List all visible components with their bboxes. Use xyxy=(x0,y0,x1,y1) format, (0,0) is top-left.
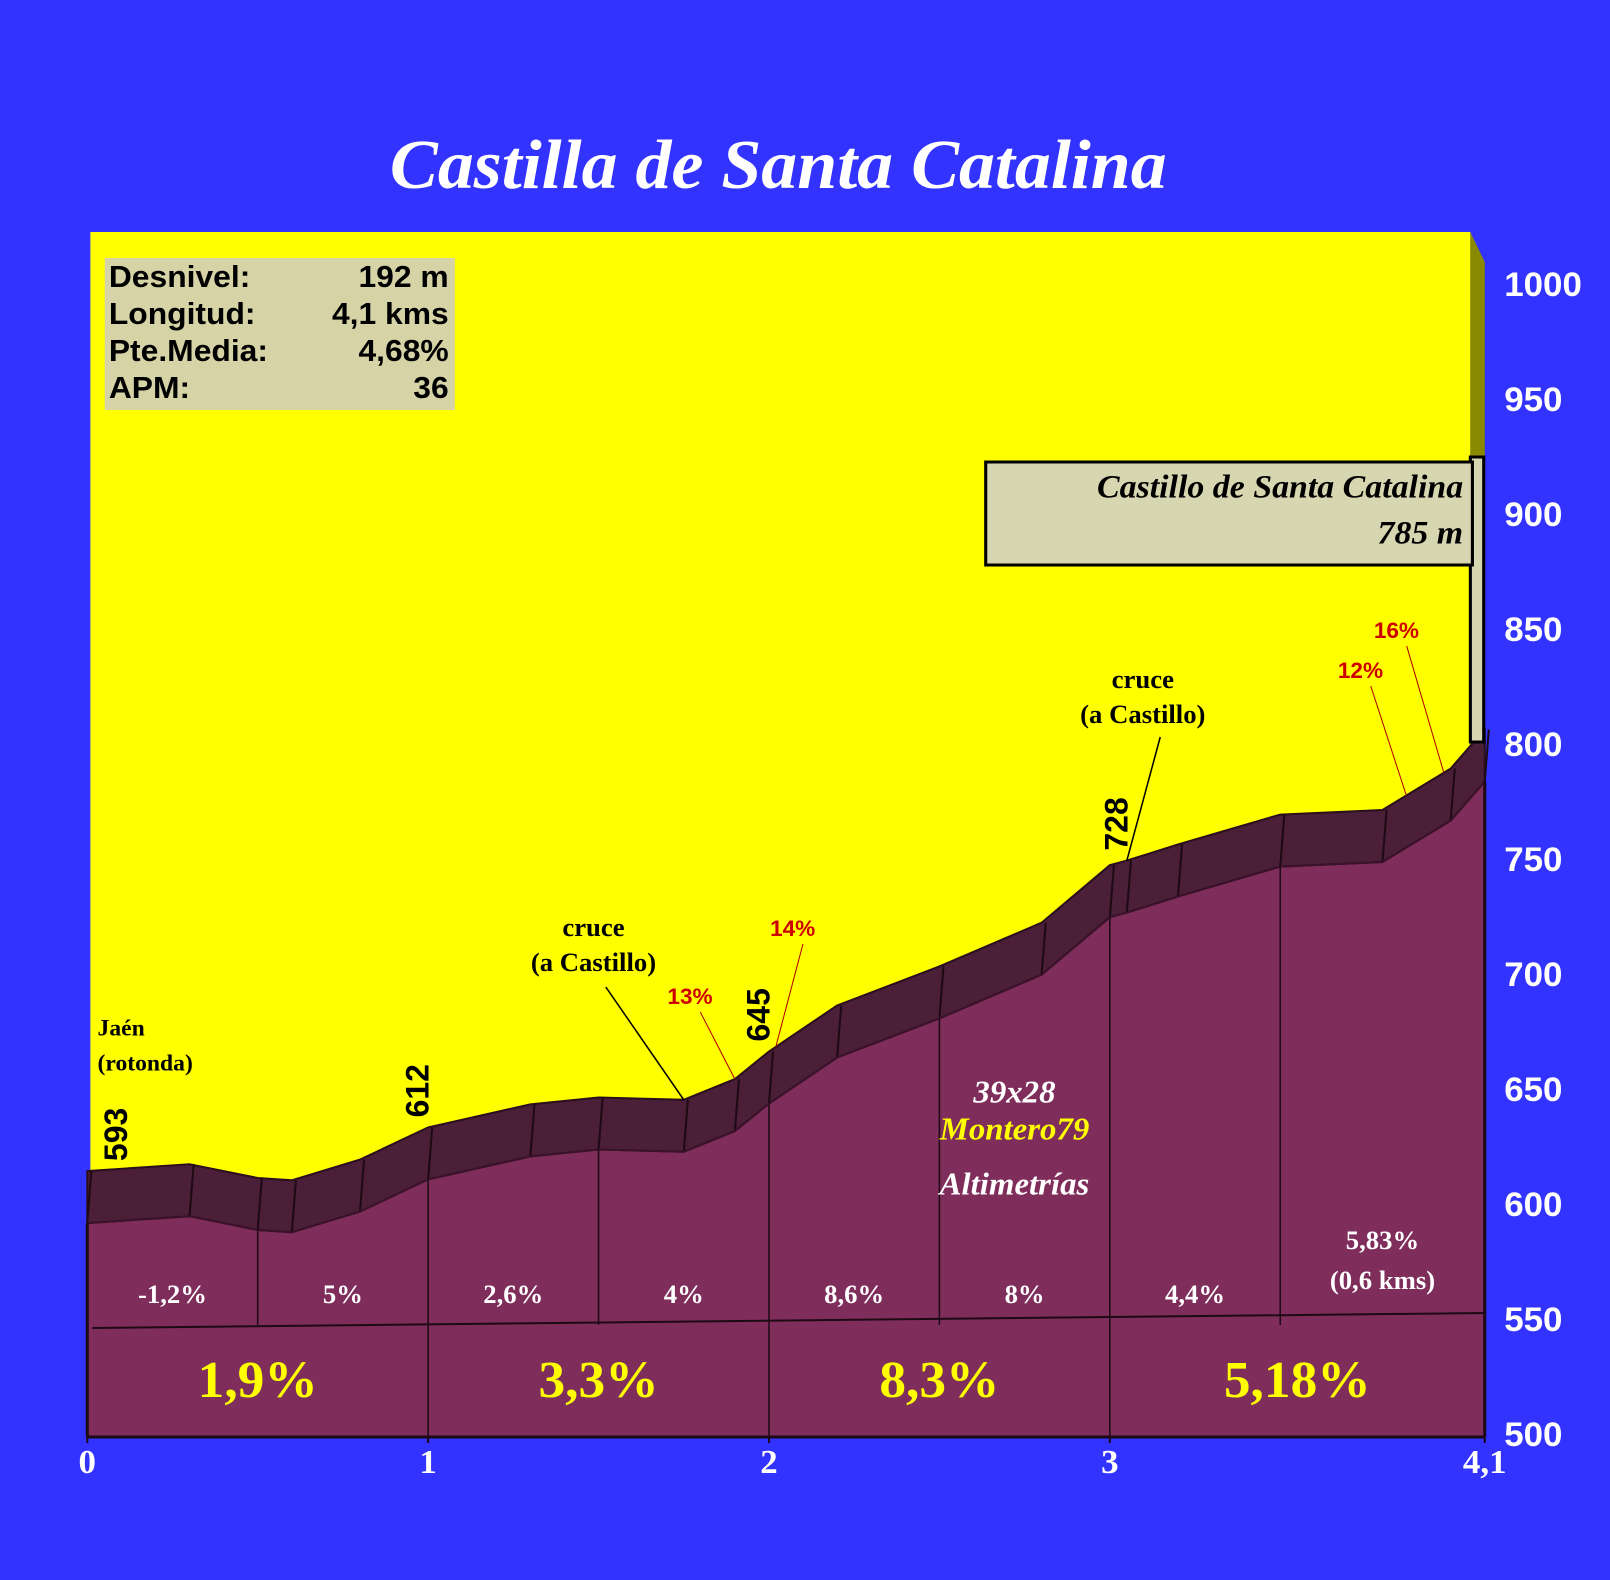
stat-value: 36 xyxy=(413,371,448,406)
profile-area xyxy=(87,781,1485,1437)
km-gradient: 1,9% xyxy=(198,1352,318,1409)
elevation-label: 612 xyxy=(399,1064,435,1117)
y-tick-label: 1000 xyxy=(1504,266,1582,303)
y-tick-label: 850 xyxy=(1504,611,1562,648)
km-gradient: 8,3% xyxy=(879,1352,999,1409)
band-tick xyxy=(1040,922,1047,975)
segment-gradient: 5% xyxy=(323,1280,363,1309)
chart-title: Castilla de Santa Catalina xyxy=(390,127,1167,204)
band-tick xyxy=(836,1005,843,1058)
x-tick-label: 4,1 xyxy=(1463,1443,1507,1480)
watermark: Altimetrías xyxy=(938,1167,1090,1203)
band-tick xyxy=(682,1099,689,1152)
split-line xyxy=(92,1312,1485,1329)
band-tick xyxy=(188,1164,195,1217)
y-tick-label: 950 xyxy=(1504,381,1562,418)
y-tick-label: 550 xyxy=(1504,1301,1562,1338)
place-leader xyxy=(605,986,685,1101)
segment-gradient: 2,6% xyxy=(483,1280,543,1309)
place-label: (rotonda) xyxy=(98,1051,193,1077)
band-tick xyxy=(733,1079,741,1132)
y-tick-label: 650 xyxy=(1504,1071,1562,1108)
band-tick xyxy=(256,1177,263,1231)
place-label: cruce xyxy=(1112,665,1175,694)
steep-label: 12% xyxy=(1338,658,1383,683)
km-gradient: 3,3% xyxy=(538,1352,658,1409)
band-tick xyxy=(1125,860,1132,913)
watermark: 39x28 xyxy=(972,1075,1055,1111)
band-tick xyxy=(597,1097,604,1150)
steep-label: 16% xyxy=(1374,618,1419,643)
x-tick-label: 3 xyxy=(1101,1443,1118,1480)
stat-value: 4,68% xyxy=(358,334,448,369)
elevation-label: 593 xyxy=(97,1108,133,1161)
steep-label: 13% xyxy=(667,984,712,1009)
y-tick-label: 600 xyxy=(1504,1186,1562,1223)
band-tick xyxy=(427,1127,434,1180)
band-tick xyxy=(358,1159,366,1212)
band-tick xyxy=(1176,844,1184,897)
segment-gradient: 8,6% xyxy=(824,1280,884,1309)
steep-label: 14% xyxy=(770,916,815,941)
band-tick xyxy=(529,1104,536,1157)
band-tick xyxy=(1449,768,1456,821)
x-tick-label: 1 xyxy=(419,1443,436,1480)
steep-leader xyxy=(1406,645,1445,773)
y-tick-label: 700 xyxy=(1504,956,1562,993)
stat-label: Longitud: xyxy=(109,297,256,332)
band-tick xyxy=(767,1051,775,1104)
x-tick-label: 2 xyxy=(760,1443,777,1480)
stat-label: APM: xyxy=(109,371,190,406)
x-tick-label: 0 xyxy=(79,1443,96,1480)
steep-leader xyxy=(699,1011,736,1080)
steep-leader xyxy=(1370,685,1407,796)
y-tick-label: 800 xyxy=(1504,726,1562,763)
band-tick xyxy=(1108,865,1115,918)
y-tick-label: 500 xyxy=(1504,1416,1562,1453)
band-tick xyxy=(86,1171,93,1224)
stats-box xyxy=(104,258,455,410)
segment-gradient: 4,4% xyxy=(1165,1280,1225,1309)
place-leader xyxy=(1126,736,1162,861)
segment-gradient: -1,2% xyxy=(138,1280,207,1309)
summit-box xyxy=(984,460,1474,567)
y-tick-label: 900 xyxy=(1504,496,1562,533)
place-label: (a Castillo) xyxy=(1080,700,1205,729)
band-tick xyxy=(290,1180,297,1233)
band-tick xyxy=(1279,814,1286,867)
steep-leader xyxy=(775,943,804,1048)
watermark: Montero79 xyxy=(939,1112,1090,1148)
segment-note: (0,6 kms) xyxy=(1330,1266,1435,1295)
y-tick-label: 750 xyxy=(1504,841,1562,878)
stat-label: Pte.Media: xyxy=(109,334,268,369)
summit-elevation: 785 m xyxy=(1378,515,1464,552)
summit-name: Castillo de Santa Catalina xyxy=(1097,469,1463,506)
place-label: cruce xyxy=(562,913,625,942)
stat-value: 192 m xyxy=(358,260,448,295)
band-tick xyxy=(1483,729,1490,782)
band-tick xyxy=(1381,809,1388,863)
stat-label: Desnivel: xyxy=(109,260,250,295)
km-gradient: 5,18% xyxy=(1224,1352,1371,1409)
stat-value: 4,1 kms xyxy=(332,297,449,332)
band-tick xyxy=(938,966,945,1019)
segment-gradient: 5,83% xyxy=(1346,1226,1419,1255)
elevation-label: 728 xyxy=(1098,797,1134,850)
place-label: (a Castillo) xyxy=(531,948,656,977)
segment-gradient: 8% xyxy=(1005,1280,1045,1309)
place-label: Jaén xyxy=(98,1016,145,1042)
elevation-label: 645 xyxy=(740,988,776,1041)
segment-gradient: 4% xyxy=(664,1280,704,1309)
